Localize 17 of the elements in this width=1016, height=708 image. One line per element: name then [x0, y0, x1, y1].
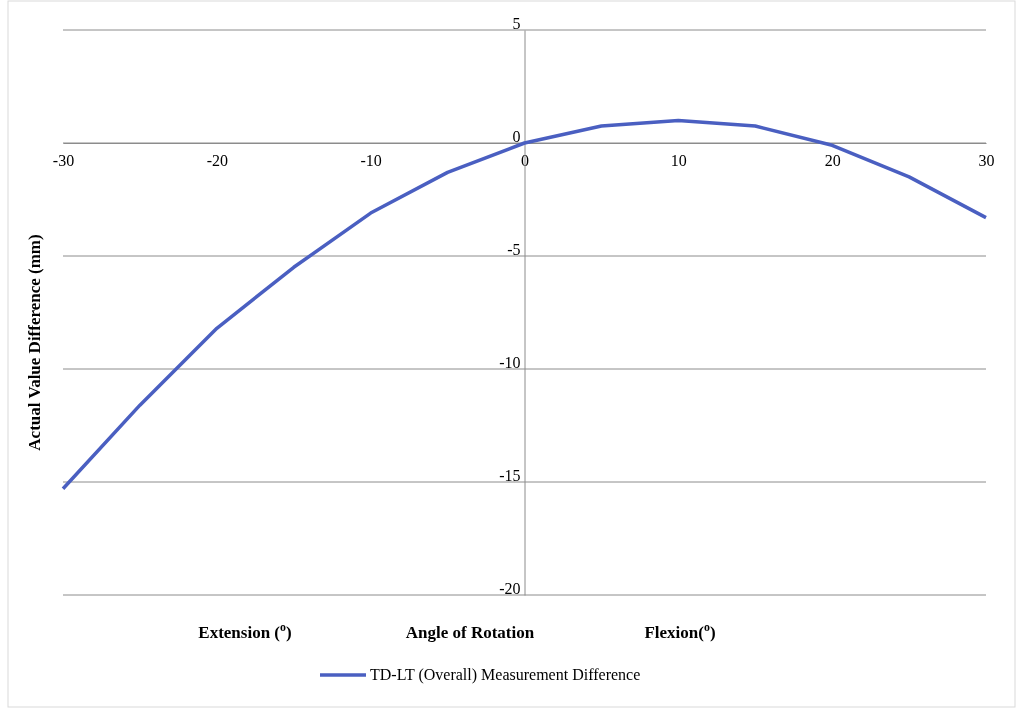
- legend-label: TD-LT (Overall) Measurement Difference: [370, 666, 641, 684]
- x-axis-title: Angle of Rotation: [405, 623, 535, 642]
- y-tick-label: 5: [512, 14, 521, 32]
- y-tick-label: -20: [499, 579, 521, 597]
- text: Extension ($^{o}$): [198, 620, 292, 642]
- x-tick-label: 20: [824, 152, 841, 170]
- x-tick-label: 10: [670, 152, 687, 170]
- y-tick-label: -5: [507, 240, 521, 258]
- y-axis-title: Actual Value Difference (mm): [25, 234, 44, 451]
- y-tick-label: -15: [499, 466, 521, 484]
- x-tick-label: -10: [360, 152, 382, 170]
- text: Flexion($^{o}$): [644, 620, 716, 642]
- y-tick-label: -10: [499, 353, 521, 371]
- x-tick-label: -30: [52, 152, 75, 170]
- x-tick-label: 30: [978, 152, 995, 170]
- y-tick-label: 0: [512, 127, 521, 145]
- x-tick-label: -20: [206, 152, 228, 170]
